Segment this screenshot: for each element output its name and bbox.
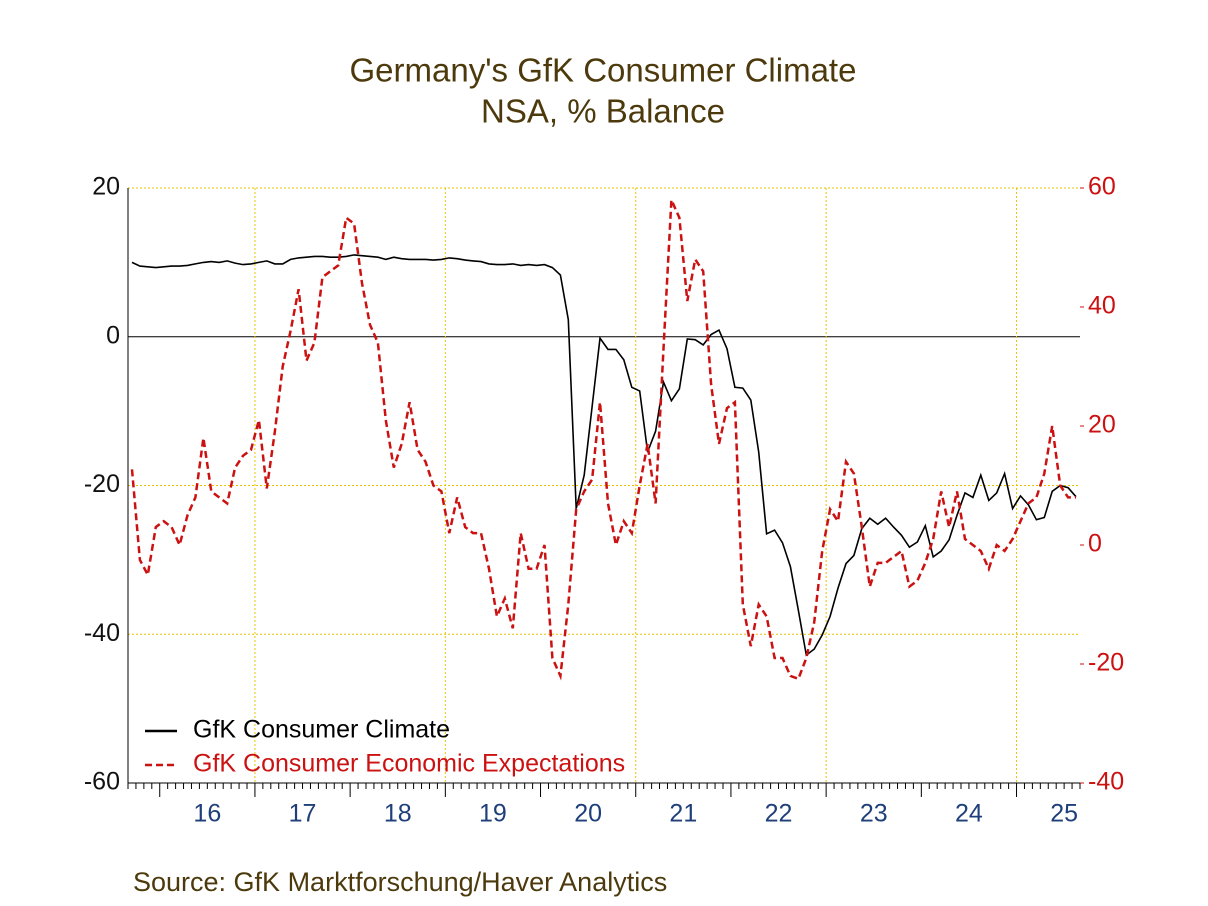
x-tick-label: 17 (289, 800, 317, 828)
y-tick-label: -20 (84, 470, 120, 498)
y-tick-label: 20 (92, 173, 120, 201)
legend-label: GfK Consumer Climate (193, 716, 450, 744)
x-tick-label: 20 (574, 800, 602, 828)
legend-label: GfK Consumer Economic Expectations (193, 750, 625, 778)
y2-tick-label: 0 (1088, 530, 1102, 558)
x-tick-label: 19 (479, 800, 507, 828)
x-tick-label: 22 (765, 800, 793, 828)
y2-tick-label: 40 (1088, 292, 1116, 320)
chart-subtitle: NSA, % Balance (481, 93, 725, 130)
x-tick-label: 18 (384, 800, 412, 828)
y-tick-label: -60 (84, 768, 120, 796)
y-tick-label: -40 (84, 619, 120, 647)
series-line (131, 254, 1077, 657)
x-tick-label: 24 (955, 800, 983, 828)
chart-title: Germany's GfK Consumer Climate (350, 52, 857, 89)
x-tick-label: 23 (860, 800, 888, 828)
y-tick-label: 0 (106, 321, 120, 349)
y2-tick-label: 60 (1088, 173, 1116, 201)
y2-tick-label: -20 (1088, 649, 1124, 677)
y2-tick-label: 20 (1088, 411, 1116, 439)
series-line (130, 199, 1076, 681)
x-tick-label: 21 (669, 800, 697, 828)
x-tick-label: 16 (193, 800, 221, 828)
source-note: Source: GfK Marktforschung/Haver Analyti… (133, 867, 667, 897)
x-tick-label: 25 (1050, 800, 1078, 828)
y2-tick-label: -40 (1088, 768, 1124, 796)
